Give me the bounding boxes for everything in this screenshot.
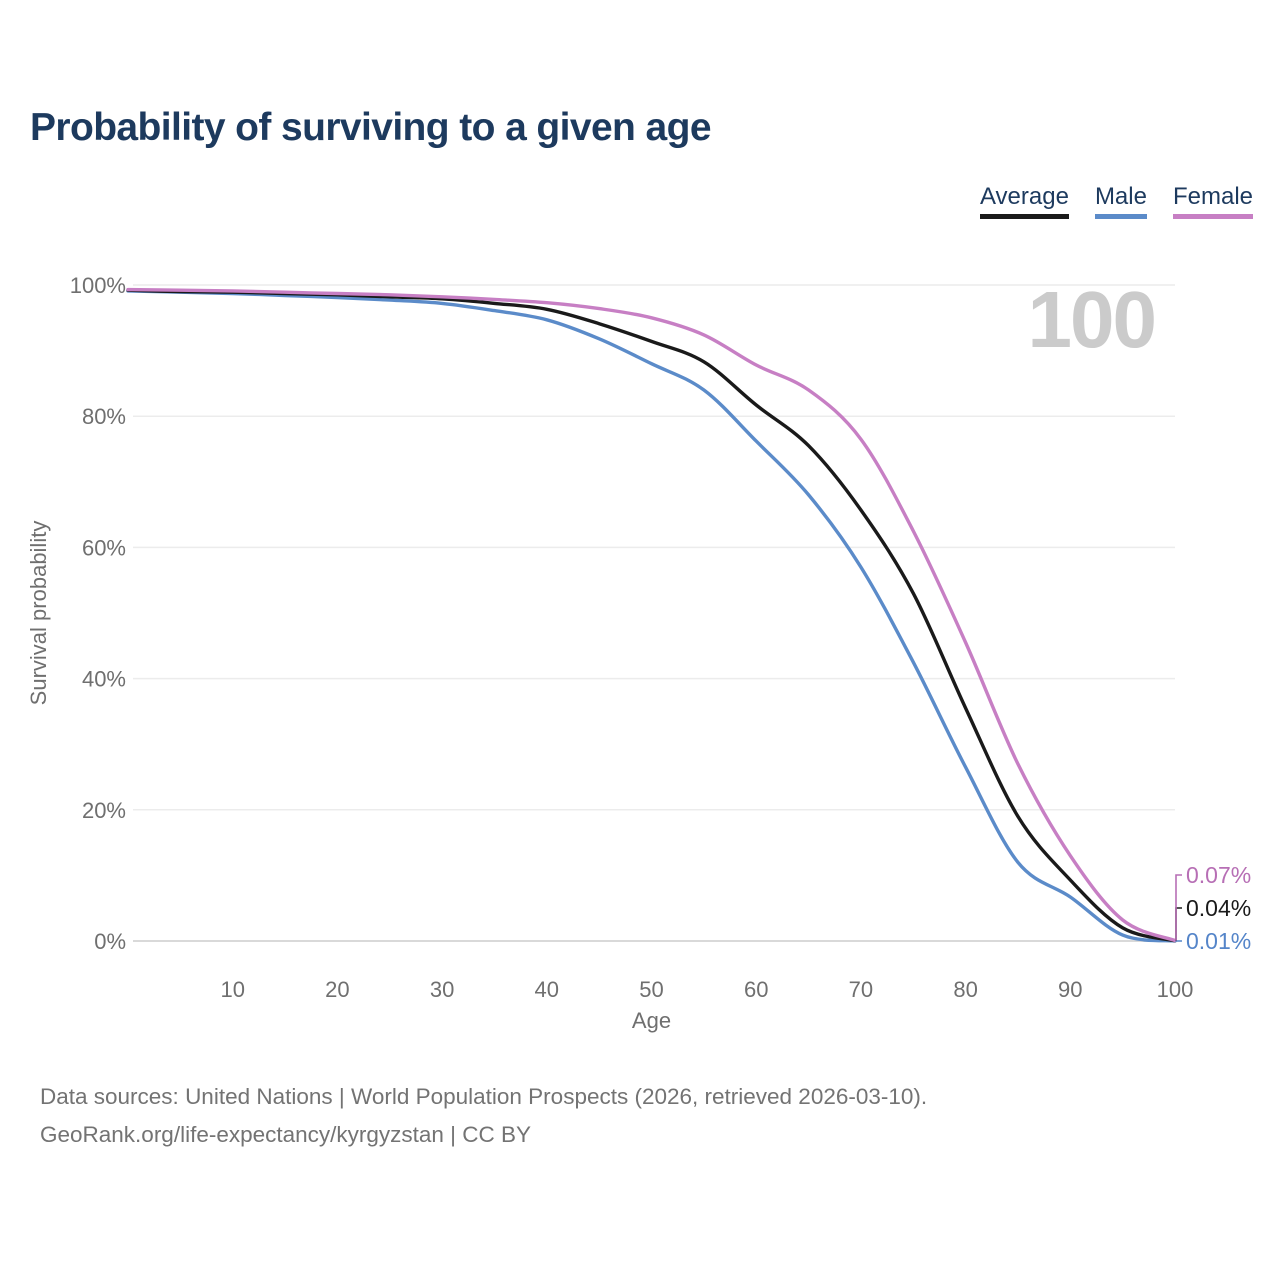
- series-line-average[interactable]: [126, 288, 1177, 943]
- x-tick-label: 90: [1058, 977, 1082, 1002]
- x-tick-label: 70: [849, 977, 873, 1002]
- end-connector-female: [1175, 874, 1182, 941]
- legend-item-female[interactable]: Female: [1172, 183, 1253, 220]
- footer-line-2: GeoRank.org/life-expectancy/kyrgyzstan |…: [40, 1122, 532, 1147]
- y-tick-label: 80%: [82, 404, 126, 429]
- legend-item-average[interactable]: Average: [979, 183, 1069, 220]
- y-tick-label: 40%: [82, 667, 126, 692]
- x-axis-title: Age: [632, 1008, 671, 1033]
- footer-line-1: Data sources: United Nations | World Pop…: [40, 1084, 928, 1109]
- series-line-male[interactable]: [126, 289, 1177, 943]
- y-tick-label: 60%: [82, 535, 126, 560]
- end-connector-average: [1175, 907, 1182, 941]
- age-watermark: 100: [1028, 275, 1155, 364]
- end-label-average: 0.04%: [1186, 895, 1251, 921]
- x-tick-label: 50: [639, 977, 663, 1002]
- legend: Average Male Female: [979, 183, 1253, 220]
- legend-item-male[interactable]: Male: [1094, 183, 1147, 220]
- y-tick-label: 100%: [70, 273, 126, 298]
- chart-title: Probability of surviving to a given age: [30, 106, 712, 149]
- end-label-male: 0.01%: [1186, 928, 1251, 954]
- x-tick-label: 40: [535, 977, 559, 1002]
- footer-source: Data sources: United Nations | World Pop…: [40, 1078, 927, 1154]
- x-tick-label: 30: [430, 977, 454, 1002]
- x-tick-label: 60: [744, 977, 768, 1002]
- end-label-female: 0.07%: [1186, 862, 1251, 888]
- x-tick-label: 10: [220, 977, 244, 1002]
- y-tick-label: 20%: [82, 798, 126, 823]
- series-line-female[interactable]: [126, 287, 1177, 943]
- x-tick-label: 100: [1157, 977, 1194, 1002]
- x-tick-label: 80: [953, 977, 977, 1002]
- x-tick-label: 20: [325, 977, 349, 1002]
- y-axis-title: Survival probability: [26, 521, 51, 706]
- y-tick-label: 0%: [94, 929, 126, 954]
